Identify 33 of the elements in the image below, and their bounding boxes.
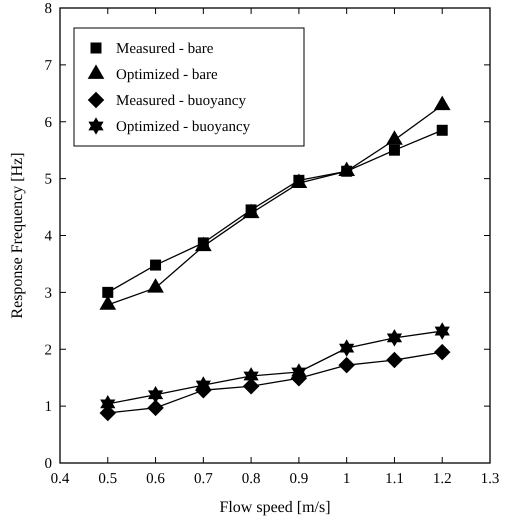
y-tick-label: 4 [44, 228, 52, 244]
y-tick-label: 2 [44, 342, 52, 358]
point [434, 344, 450, 360]
x-tick-label: 1 [342, 471, 350, 487]
y-tick-label: 3 [44, 285, 52, 302]
legend-label: Measured - buoyancy [116, 93, 246, 109]
x-tick-label: 1.2 [432, 471, 452, 487]
y-tick-label: 0 [44, 456, 52, 472]
legend-label: Measured - bare [116, 41, 214, 57]
x-tick-label: 0.9 [290, 471, 308, 487]
legend-label: Optimized - bare [116, 67, 218, 83]
x-tick-label: 1.3 [480, 471, 500, 487]
x-tick-label: 0.6 [146, 471, 166, 487]
point [388, 144, 400, 156]
x-axis-title: Flow speed [m/s] [219, 499, 331, 516]
point [338, 356, 355, 374]
y-tick-label: 1 [44, 399, 52, 416]
point [102, 286, 114, 298]
point [147, 400, 164, 416]
x-tick-label: 0.8 [242, 471, 260, 487]
legend-label: Optimized - buoyancy [116, 119, 251, 135]
y-tick-label: 7 [44, 58, 52, 74]
point [386, 352, 403, 368]
x-tick-label: 0.5 [98, 471, 118, 487]
y-tick-label: 5 [44, 172, 52, 188]
y-axis-title: Response Frequency [Hz] [9, 152, 26, 319]
x-tick-label: 0.4 [50, 471, 70, 487]
y-tick-label: 8 [44, 1, 52, 17]
point [150, 260, 162, 271]
y-tick-label: 6 [44, 114, 52, 131]
x-tick-label: 0.7 [194, 471, 214, 487]
x-tick-label: 1.1 [385, 471, 404, 487]
point [436, 124, 448, 136]
